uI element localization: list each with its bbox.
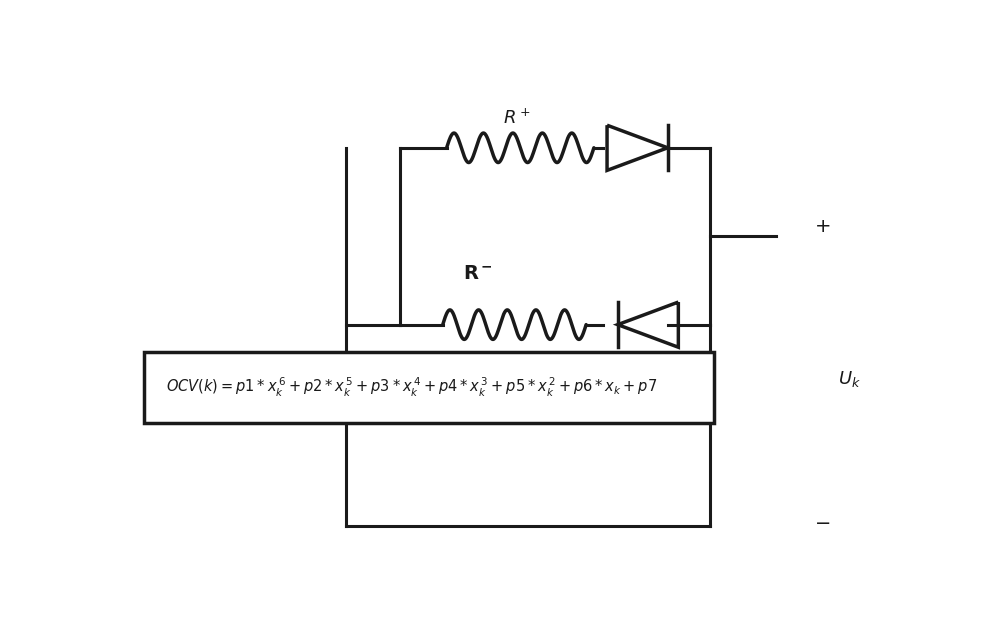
Text: $-$: $-$ bbox=[814, 512, 831, 531]
Text: $\mathbf{R^-}$: $\mathbf{R^-}$ bbox=[463, 263, 493, 283]
Text: $R^+$: $R^+$ bbox=[503, 108, 530, 128]
Text: $U_k$: $U_k$ bbox=[838, 369, 861, 389]
Text: $+$: $+$ bbox=[814, 217, 831, 236]
FancyBboxPatch shape bbox=[144, 352, 714, 423]
Text: $OCV(k) = p1 * x_k^{\,6} + p2 * x_k^{\,5} + p3 * x_k^{\,4} + p4 * x_k^{\,3} + p5: $OCV(k) = p1 * x_k^{\,6} + p2 * x_k^{\,5… bbox=[166, 375, 657, 399]
